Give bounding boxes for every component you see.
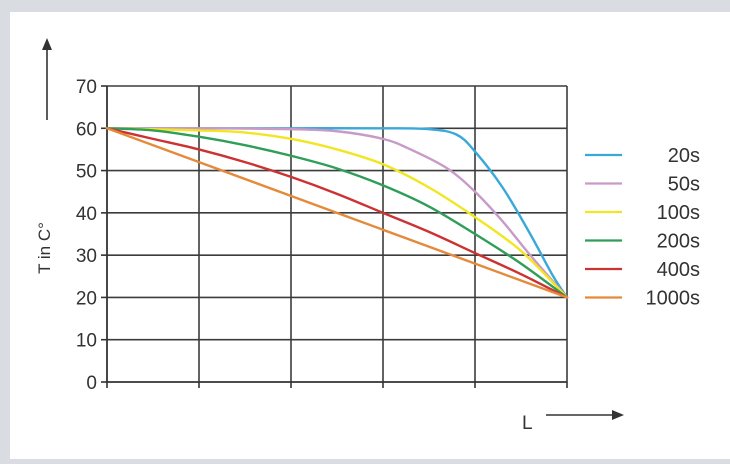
y-tick-label-60: 60 bbox=[76, 119, 97, 140]
series-line-200s bbox=[105, 127, 569, 299]
legend-label-1000s: 1000s bbox=[646, 288, 701, 310]
chart-panel: 0 10 20 30 40 50 60 70 20s 50s 100s 200s 400s 1000s … bbox=[10, 12, 730, 459]
y-tick-label-50: 50 bbox=[76, 162, 97, 183]
y-tick-label-70: 70 bbox=[76, 77, 97, 98]
legend-label-200s: 200s bbox=[657, 231, 700, 253]
y-tick-label-0: 0 bbox=[86, 373, 97, 394]
series-line-50s bbox=[105, 127, 569, 299]
y-tick-label-30: 30 bbox=[76, 246, 97, 267]
axes bbox=[101, 85, 568, 388]
series-line-400s bbox=[105, 127, 569, 299]
x-arrow-head bbox=[612, 410, 624, 420]
series-line-1000s bbox=[105, 127, 569, 299]
legend: 20s 50s 100s 200s 400s 1000s bbox=[585, 145, 700, 310]
y-arrow-head bbox=[42, 38, 52, 50]
legend-label-100s: 100s bbox=[657, 202, 700, 224]
series-lines bbox=[105, 127, 569, 299]
axis-arrows bbox=[42, 38, 624, 420]
y-tick-label-40: 40 bbox=[76, 204, 97, 225]
series-line-100s bbox=[105, 127, 569, 299]
y-axis-label: T in C° bbox=[35, 222, 54, 274]
y-tick-labels: 0 10 20 30 40 50 60 70 bbox=[76, 77, 97, 394]
legend-label-20s: 20s bbox=[668, 145, 700, 167]
y-tick-label-10: 10 bbox=[76, 331, 97, 352]
y-tick-label-20: 20 bbox=[76, 288, 97, 309]
legend-label-400s: 400s bbox=[657, 259, 700, 281]
x-axis-label: L bbox=[522, 413, 533, 434]
legend-label-50s: 50s bbox=[668, 174, 700, 196]
